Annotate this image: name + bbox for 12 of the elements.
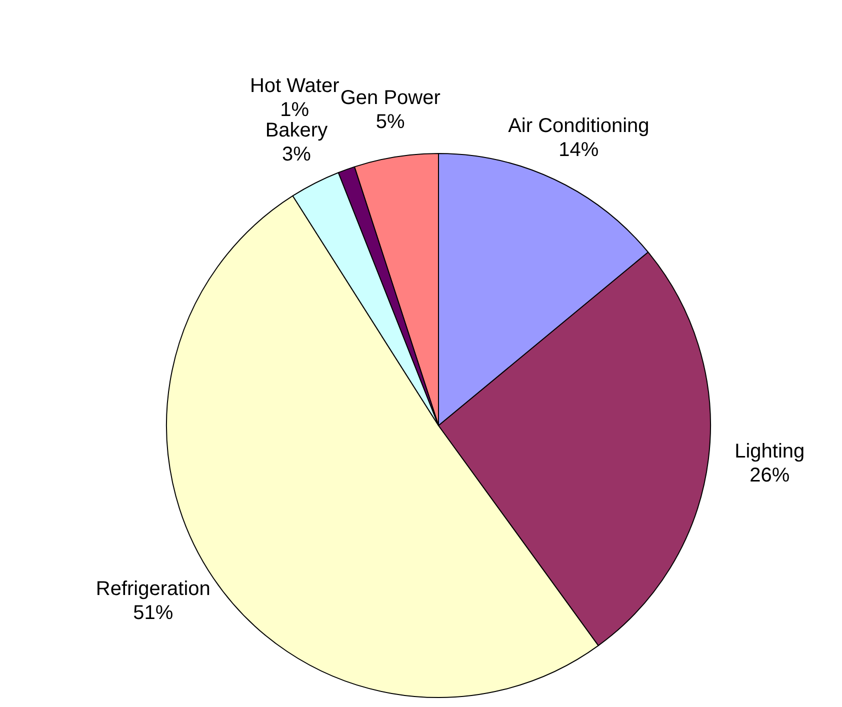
slice-label: Hot Water	[250, 74, 340, 97]
data-label: 14%	[558, 138, 599, 161]
slice-label: Lighting	[734, 440, 805, 463]
data-label: 1%	[280, 98, 310, 121]
data-label: 3%	[282, 143, 312, 166]
data-label: 26%	[750, 464, 790, 487]
slice-label: Refrigeration	[96, 578, 210, 600]
slice-label: Gen Power	[340, 87, 441, 110]
slice-label: Bakery	[265, 119, 328, 142]
data-label: 51%	[133, 602, 174, 624]
data-label: 5%	[376, 111, 406, 134]
slice-label: Air Conditioning	[508, 114, 650, 137]
